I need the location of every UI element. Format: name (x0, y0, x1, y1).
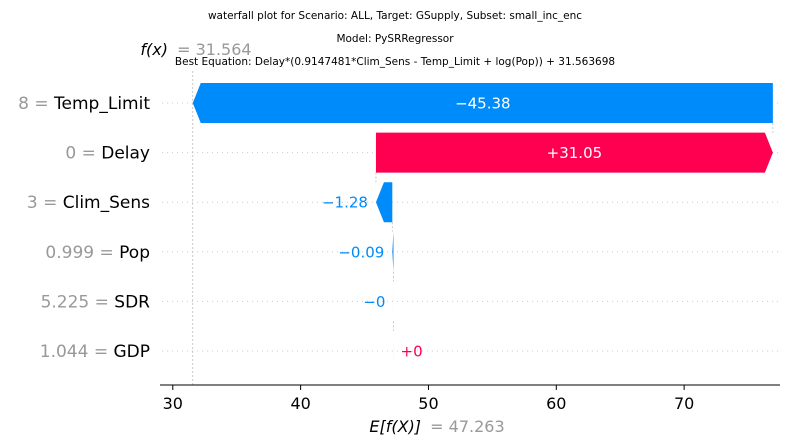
feature-label: 0.999 = Pop (45, 243, 150, 263)
bar-temp-limit (192, 83, 773, 123)
bar-value-label: −45.38 (455, 95, 511, 113)
feature-label: 1.044 = GDP (40, 342, 150, 362)
bar-value-label: −0.09 (338, 243, 384, 261)
efx-annotation: E[f(X)] = 47.263 (369, 417, 504, 436)
bar-value-label: +31.05 (547, 144, 603, 162)
efx-value: = 47.263 (430, 417, 504, 436)
x-axis: 30 40 50 60 70 (160, 384, 780, 413)
x-tick-label: 70 (674, 394, 694, 413)
fx-annotation: f(x) = 31.564 (140, 40, 251, 59)
feature-label: 3 = Clim_Sens (27, 193, 150, 213)
x-tick-label: 40 (290, 394, 310, 413)
fx-label: f(x) (140, 40, 168, 59)
chart-title-line-2: Model: PySRRegressor (336, 33, 454, 45)
feature-label: 5.225 = SDR (41, 292, 151, 312)
svg-text:f(x) = 31.564: f(x) = 31.564 (140, 40, 251, 59)
bar-clim-sens (375, 182, 393, 223)
bar-value-label: −0 (363, 293, 385, 311)
chart-title-line-3: Best Equation: Delay*(0.9147481*Clim_Sen… (175, 56, 615, 68)
bars-layer: −45.38 +31.05 −1.28 −0.09 −0 +0 (192, 83, 773, 371)
x-tick-label: 30 (163, 394, 183, 413)
feature-label: 8 = Temp_Limit (18, 94, 150, 114)
x-tick-label: 60 (546, 394, 566, 413)
bar-value-label: +0 (401, 343, 423, 361)
chart-title-line-1: waterfall plot for Scenario: ALL, Target… (208, 10, 582, 22)
x-tick-label: 50 (418, 394, 438, 413)
bar-pop (392, 231, 394, 272)
svg-text:E[f(X)] = 47.263: E[f(X)] = 47.263 (369, 417, 504, 436)
efx-label: E[f(X)] (369, 417, 421, 436)
feature-labels-layer: 8 = Temp_Limit 0 = Delay 3 = Clim_Sens 0.99… (18, 94, 150, 362)
feature-label: 0 = Delay (65, 144, 150, 164)
bar-value-label: −1.28 (322, 194, 368, 212)
fx-value: = 31.564 (177, 40, 251, 59)
bar-delay (375, 132, 773, 173)
